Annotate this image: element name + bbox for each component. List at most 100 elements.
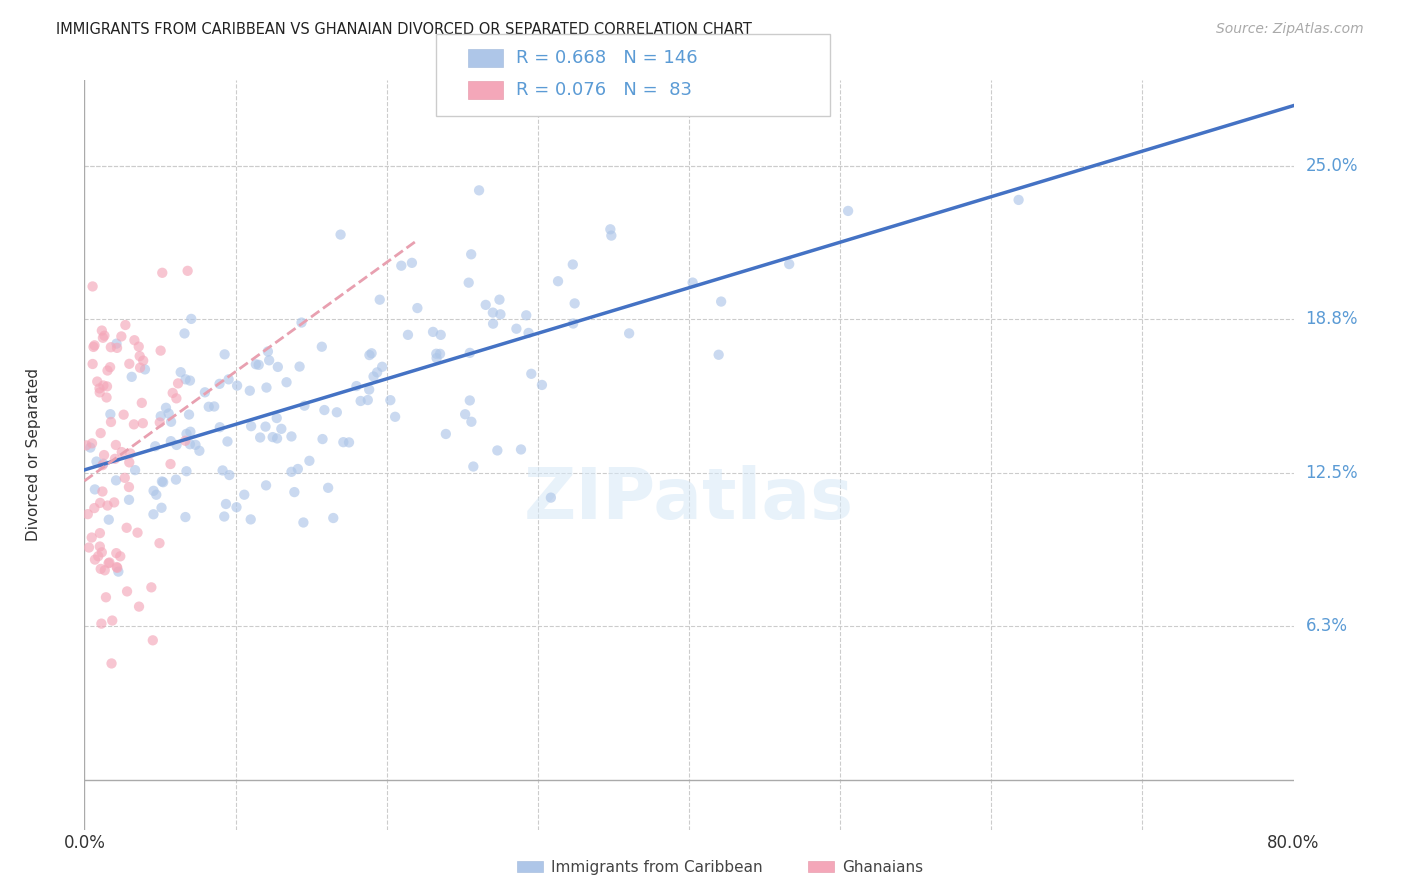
Point xyxy=(114,318,136,332)
Point xyxy=(160,415,183,429)
Point xyxy=(89,540,111,554)
Point xyxy=(249,430,271,444)
Point xyxy=(120,446,142,460)
Point xyxy=(177,408,200,422)
Point xyxy=(80,531,103,545)
Point xyxy=(179,374,201,388)
Point xyxy=(217,434,239,449)
Text: 6.3%: 6.3% xyxy=(1306,616,1347,634)
Point xyxy=(510,442,533,457)
Point xyxy=(179,437,201,451)
Point xyxy=(114,471,136,485)
Point xyxy=(360,346,382,360)
Point xyxy=(176,464,198,478)
Point xyxy=(170,365,193,379)
Point xyxy=(134,362,156,376)
Point xyxy=(474,298,496,312)
Point xyxy=(266,411,288,425)
Point xyxy=(105,474,128,488)
Point xyxy=(166,438,188,452)
Point xyxy=(337,435,360,450)
Point xyxy=(141,580,163,594)
Point xyxy=(290,316,312,330)
Point xyxy=(105,546,128,560)
Point xyxy=(547,274,569,288)
Point xyxy=(110,549,132,564)
Point xyxy=(359,348,381,362)
Point xyxy=(100,340,122,354)
Point xyxy=(197,400,219,414)
Point xyxy=(160,434,183,449)
Point xyxy=(288,359,311,374)
Point xyxy=(326,405,349,419)
Point xyxy=(600,228,623,243)
Point xyxy=(218,468,240,483)
Point xyxy=(79,441,101,455)
Point xyxy=(458,393,481,408)
Point xyxy=(211,463,233,477)
Point xyxy=(311,432,333,446)
Point xyxy=(1007,193,1029,207)
Point xyxy=(429,327,451,342)
Point xyxy=(128,599,150,614)
Point xyxy=(837,203,859,218)
Point xyxy=(515,308,537,322)
Point xyxy=(292,516,315,530)
Point xyxy=(149,416,172,430)
Point xyxy=(159,457,181,471)
Point xyxy=(98,360,121,375)
Point xyxy=(287,462,309,476)
Point xyxy=(434,427,457,442)
Point xyxy=(174,510,197,524)
Point xyxy=(105,560,128,574)
Point xyxy=(89,381,111,395)
Point xyxy=(599,222,621,236)
Point xyxy=(429,347,451,361)
Point xyxy=(247,358,270,372)
Point xyxy=(75,438,97,452)
Text: IMMIGRANTS FROM CARIBBEAN VS GHANAIAN DIVORCED OR SEPARATED CORRELATION CHART: IMMIGRANTS FROM CARIBBEAN VS GHANAIAN DI… xyxy=(56,22,752,37)
Point xyxy=(115,584,138,599)
Point xyxy=(127,525,149,540)
Text: 12.5%: 12.5% xyxy=(1306,465,1358,483)
Point xyxy=(97,513,120,527)
Point xyxy=(100,657,122,671)
Point xyxy=(104,451,127,466)
Point xyxy=(384,409,406,424)
Point xyxy=(184,438,207,452)
Text: R = 0.668   N = 146: R = 0.668 N = 146 xyxy=(516,49,697,67)
Point xyxy=(254,419,277,434)
Point xyxy=(82,357,104,371)
Point xyxy=(121,369,143,384)
Point xyxy=(103,495,125,509)
Point xyxy=(86,454,108,468)
Text: Immigrants from Caribbean: Immigrants from Caribbean xyxy=(551,860,763,874)
Point xyxy=(682,276,704,290)
Point xyxy=(162,386,184,401)
Point xyxy=(270,422,292,436)
Point xyxy=(112,408,135,422)
Point xyxy=(82,279,104,293)
Point xyxy=(128,349,150,363)
Point xyxy=(90,426,112,441)
Point xyxy=(225,500,247,515)
Point xyxy=(311,340,333,354)
Point xyxy=(564,296,586,310)
Point xyxy=(482,317,505,331)
Point xyxy=(316,481,339,495)
Point xyxy=(357,392,380,407)
Point xyxy=(314,403,336,417)
Point xyxy=(82,340,104,354)
Point xyxy=(214,347,236,361)
Point xyxy=(100,415,122,429)
Point xyxy=(208,420,231,434)
Point xyxy=(98,407,121,421)
Point xyxy=(80,436,103,450)
Point xyxy=(401,256,423,270)
Text: Divorced or Separated: Divorced or Separated xyxy=(27,368,41,541)
Point xyxy=(89,496,111,510)
Point xyxy=(90,545,112,559)
Point xyxy=(460,247,482,261)
Point xyxy=(561,258,583,272)
Point xyxy=(90,616,112,631)
